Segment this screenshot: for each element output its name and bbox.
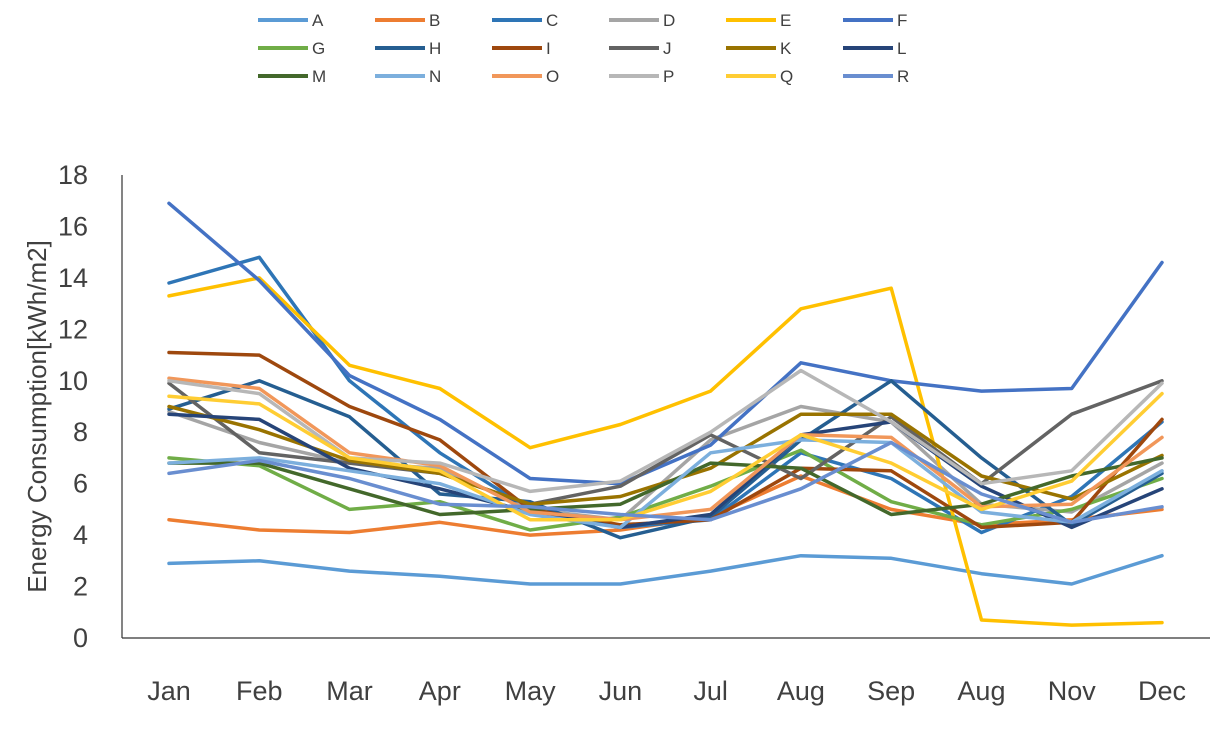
x-tick-label: Aug — [957, 676, 1005, 706]
y-tick-label: 18 — [58, 160, 88, 190]
y-tick-label: 8 — [73, 417, 88, 447]
axes: 0 2 4 6 8 10 12 14 16 18 Jan Feb Mar Apr May Jun Jul Aug S… — [22, 160, 1210, 706]
legend-label: C — [546, 11, 558, 30]
x-tick-label: Jan — [147, 676, 191, 706]
legend-item-g: G — [258, 39, 325, 58]
legend-item-p: P — [609, 67, 674, 86]
series-line-l — [167, 412, 1164, 530]
legend-item-r: R — [843, 67, 909, 86]
series-line-a — [167, 553, 1164, 586]
legend-label: G — [312, 39, 325, 58]
legend-label: N — [429, 67, 441, 86]
y-tick-label: 2 — [73, 572, 88, 602]
series-line-e — [167, 276, 1164, 627]
x-tick-label: Jun — [599, 676, 643, 706]
legend-label: E — [780, 11, 791, 30]
legend-item-l: L — [843, 39, 906, 58]
legend-label: K — [780, 39, 792, 58]
legend-label: Q — [780, 67, 793, 86]
legend-label: A — [312, 11, 324, 30]
y-tick-label: 12 — [58, 314, 88, 344]
series-line-q — [167, 391, 1164, 522]
y-tick-label: 4 — [73, 520, 88, 550]
x-tick-label: Sep — [867, 676, 915, 706]
y-tick-label: 6 — [73, 469, 88, 499]
legend-item-e: E — [726, 11, 791, 30]
legend-item-a: A — [258, 11, 324, 30]
x-tick-label: Dec — [1138, 676, 1186, 706]
x-tick-label: Mar — [326, 676, 373, 706]
x-tick-label: Feb — [236, 676, 283, 706]
legend-label: O — [546, 67, 559, 86]
legend: A B C D E F G H I J K L M N O P Q R — [258, 11, 909, 86]
legend-item-i: I — [492, 39, 551, 58]
series-line-r — [167, 440, 1164, 525]
legend-item-o: O — [492, 67, 559, 86]
x-tick-label: Jul — [693, 676, 728, 706]
y-tick-label: 16 — [58, 211, 88, 241]
x-tick-label: Aug — [777, 676, 825, 706]
legend-item-h: H — [375, 39, 441, 58]
x-tick-label: Apr — [419, 676, 461, 706]
x-tick-label: Nov — [1048, 676, 1097, 706]
legend-item-j: J — [609, 39, 672, 58]
legend-label: J — [663, 39, 672, 58]
series-line-h — [167, 379, 1164, 540]
y-axis-label: Energy Consumption[kWh/m2] — [22, 240, 52, 593]
legend-item-d: D — [609, 11, 675, 30]
legend-label: B — [429, 11, 440, 30]
legend-label: I — [546, 39, 551, 58]
y-tick-label: 10 — [58, 366, 88, 396]
legend-label: P — [663, 67, 674, 86]
legend-item-m: M — [258, 67, 326, 86]
y-tick-label: 14 — [58, 263, 88, 293]
legend-item-f: F — [843, 11, 907, 30]
series-line-g — [167, 448, 1164, 532]
series-group — [167, 201, 1164, 627]
x-tick-label: May — [505, 676, 557, 706]
legend-label: R — [897, 67, 909, 86]
legend-label: M — [312, 67, 326, 86]
legend-item-b: B — [375, 11, 440, 30]
legend-label: D — [663, 11, 675, 30]
legend-label: L — [897, 39, 906, 58]
series-line-f — [167, 201, 1164, 486]
y-tick-label: 0 — [73, 623, 88, 653]
legend-item-q: Q — [726, 67, 793, 86]
legend-item-k: K — [726, 39, 792, 58]
series-line-n — [167, 438, 1164, 530]
legend-item-c: C — [492, 11, 558, 30]
legend-label: H — [429, 39, 441, 58]
legend-label: F — [897, 11, 907, 30]
legend-item-n: N — [375, 67, 441, 86]
